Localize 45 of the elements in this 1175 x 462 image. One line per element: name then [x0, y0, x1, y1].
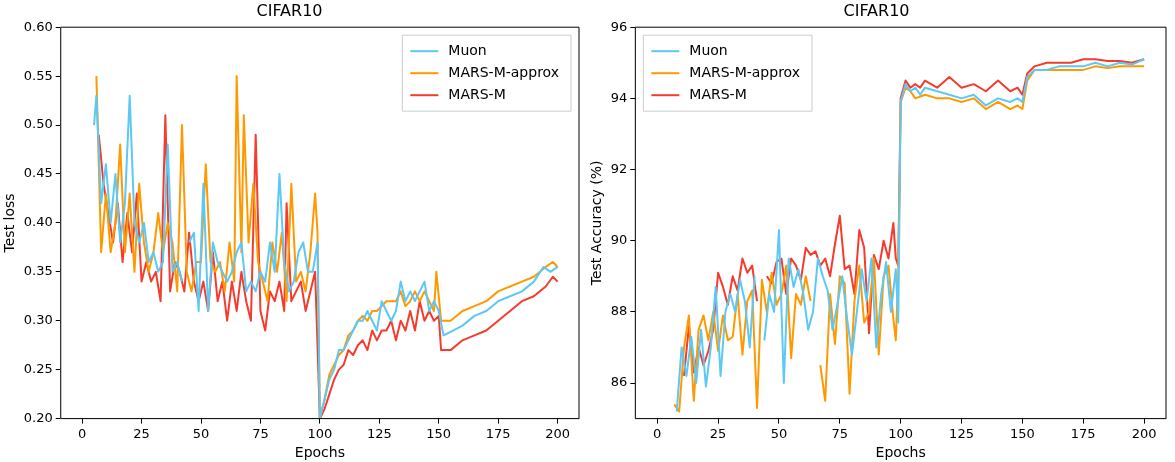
y-axis-title: Test Accuracy (%): [588, 160, 605, 287]
x-tick-label: 0: [78, 425, 87, 441]
chart-title: CIFAR10: [843, 0, 910, 20]
x-tick-label: 125: [366, 425, 392, 441]
x-tick-label: 25: [709, 425, 727, 441]
x-tick-label: 175: [1070, 425, 1096, 441]
y-tick-label: 0.50: [23, 116, 53, 132]
legend-label: MARS-M-approx: [448, 63, 560, 80]
y-tick-label: 0.55: [23, 67, 53, 83]
legend-label: MARS-M: [448, 85, 506, 102]
x-tick-label: 100: [888, 425, 914, 441]
x-tick-label: 25: [133, 425, 150, 441]
y-tick-label: 0.60: [23, 18, 53, 34]
y-tick-label: 86: [610, 374, 628, 390]
y-tick-label: 0.45: [23, 165, 53, 181]
x-tick-label: 150: [1009, 425, 1035, 441]
x-axis-title: Epochs: [875, 444, 926, 461]
x-tick-label: 100: [307, 425, 333, 441]
x-tick-label: 50: [192, 425, 210, 441]
x-tick-label: 175: [485, 425, 511, 441]
x-tick-label: 150: [426, 425, 452, 441]
y-tick-label: 0.20: [23, 409, 53, 425]
x-tick-label: 0: [653, 425, 662, 441]
y-tick-label: 90: [610, 232, 628, 248]
legend-label: MARS-M-approx: [689, 63, 801, 80]
legend-label: Muon: [448, 41, 487, 58]
y-tick-label: 92: [610, 160, 628, 176]
x-tick-label: 50: [770, 425, 788, 441]
x-tick-label: 75: [252, 425, 269, 441]
x-tick-label: 125: [949, 425, 974, 441]
y-axis-title: Test loss: [1, 193, 18, 254]
legend-label: Muon: [689, 41, 728, 58]
y-tick-label: 88: [610, 303, 628, 319]
y-tick-label: 96: [610, 18, 628, 34]
x-axis-title: Epochs: [294, 444, 345, 461]
x-tick-label: 75: [831, 425, 849, 441]
y-tick-label: 0.35: [23, 263, 53, 279]
y-tick-label: 0.25: [23, 361, 53, 377]
x-tick-label: 200: [545, 425, 571, 441]
y-tick-label: 94: [610, 89, 628, 105]
y-tick-label: 0.30: [23, 312, 53, 328]
x-tick-label: 200: [1131, 425, 1157, 441]
legend-label: MARS-M: [689, 85, 747, 102]
chart-title: CIFAR10: [256, 0, 323, 20]
y-tick-label: 0.40: [23, 214, 53, 230]
